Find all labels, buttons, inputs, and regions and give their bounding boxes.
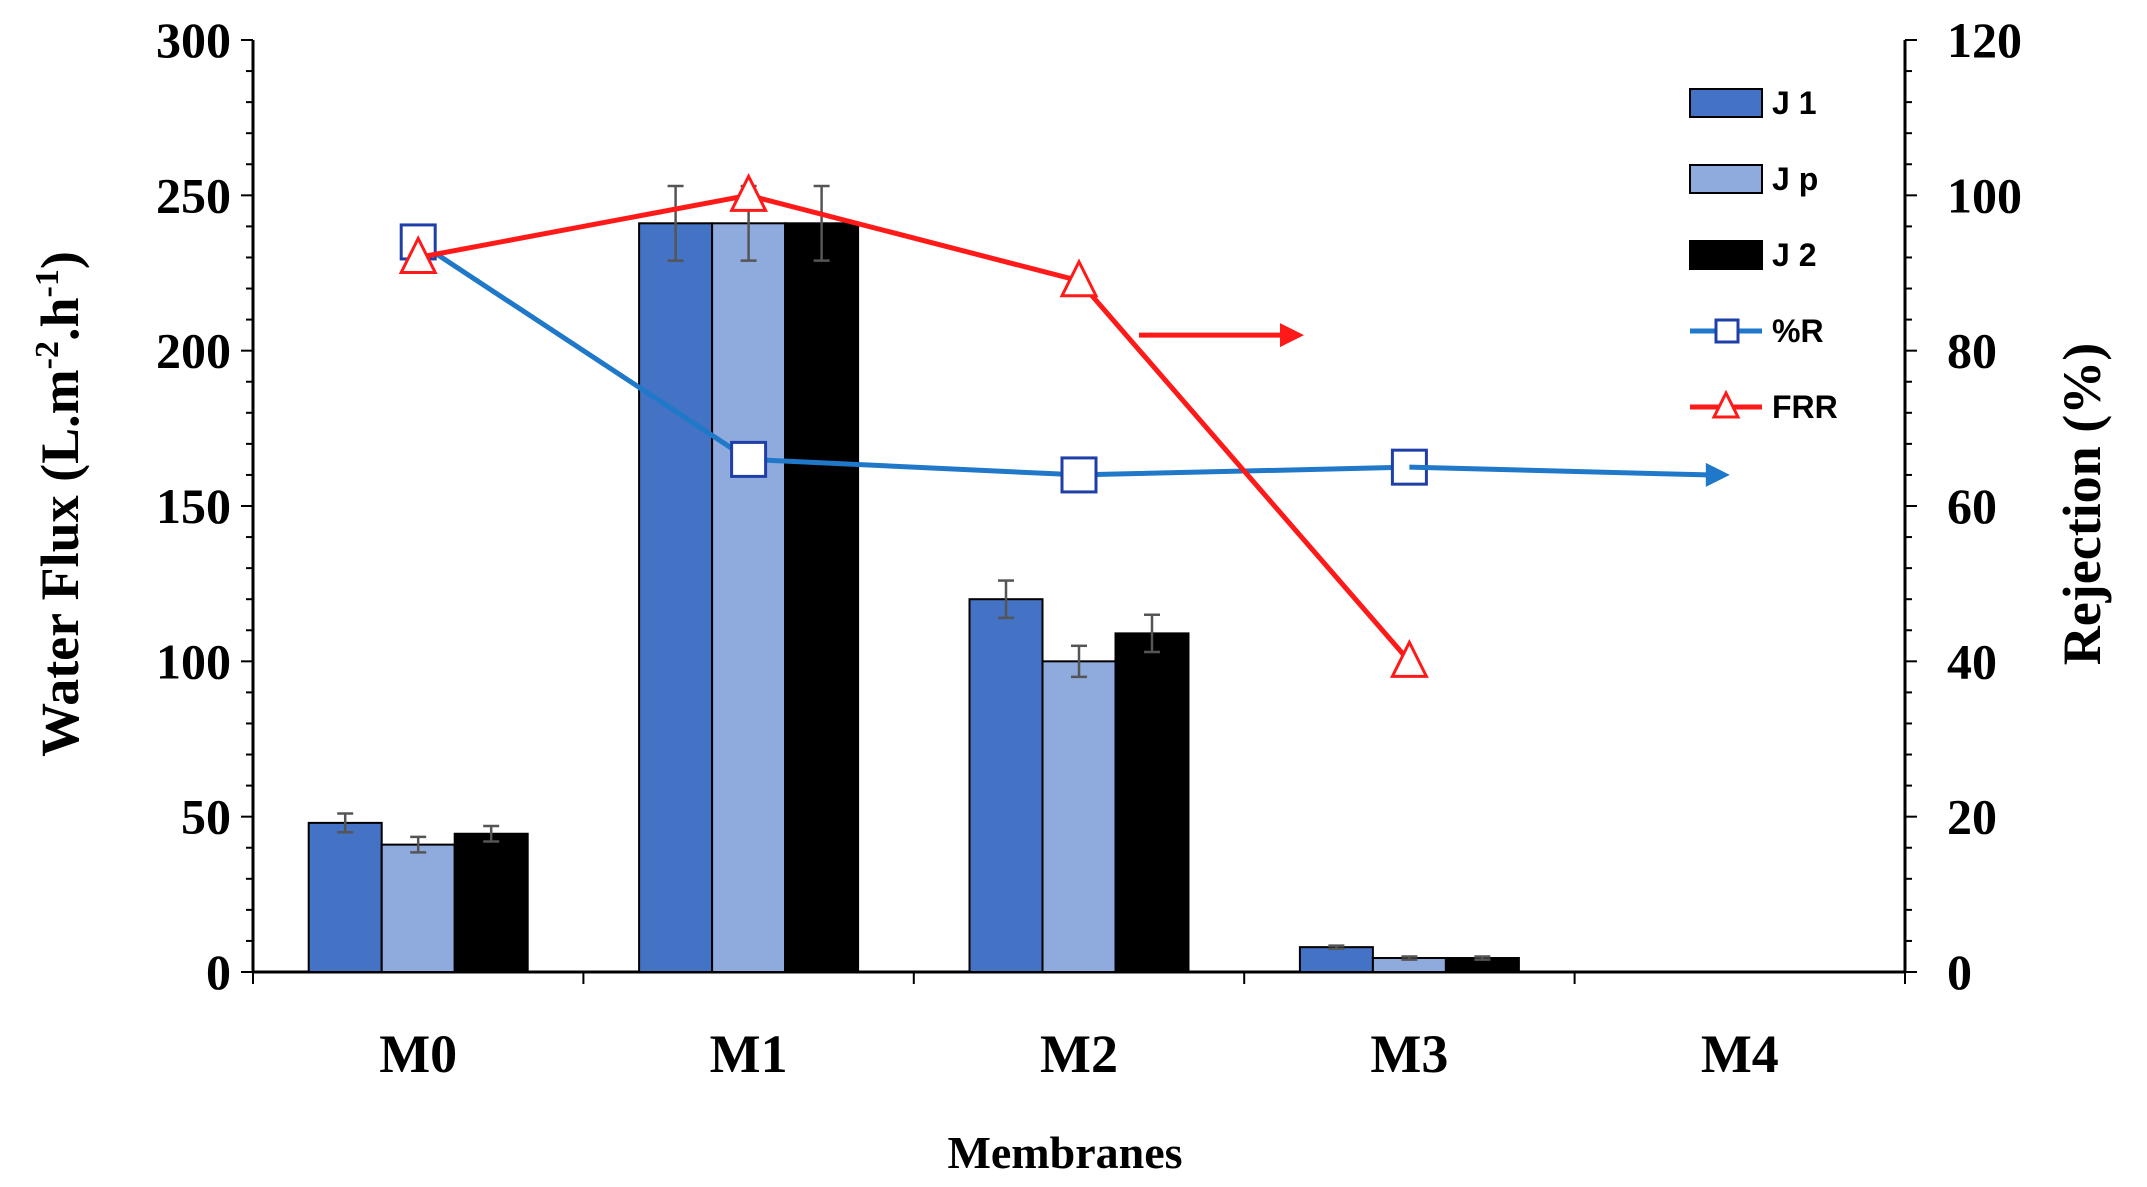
line-frr: [417, 192, 1412, 663]
line-pctr: [416, 239, 1410, 478]
rejection-arrow-head: [1705, 462, 1730, 487]
point-frr: [1059, 258, 1099, 298]
y-right-tick-label: 40: [1947, 633, 1997, 689]
y-left-tick-label: 150: [156, 478, 231, 534]
legend-label: J 2: [1772, 237, 1816, 273]
y-left-tick-label: 250: [156, 167, 231, 223]
y-axis-right-title: Rejection (%): [2052, 343, 2112, 665]
y-axis-left-title: Water Flux (L.m-2.h-1): [29, 251, 90, 757]
x-tick-label: M0: [379, 1024, 457, 1084]
legend-swatch: [1689, 164, 1763, 194]
y-right-tick-label: 80: [1947, 323, 1997, 379]
x-tick-label: M1: [710, 1024, 788, 1084]
x-tick-label: M2: [1040, 1024, 1118, 1084]
y-right-tick-label: 100: [1947, 167, 2022, 223]
y-right-tick-label: 120: [1947, 12, 2022, 68]
y-left-tick-label: 50: [181, 789, 231, 845]
x-tick-label: M3: [1370, 1024, 1448, 1084]
point-frr: [729, 172, 769, 212]
legend-swatch: [1689, 240, 1763, 270]
point-frr: [1389, 638, 1429, 678]
legend-label: %R: [1772, 313, 1824, 349]
y-right-tick-label: 20: [1947, 789, 1997, 845]
x-axis-title: Membranes: [947, 1127, 1182, 1178]
rejection-arrow-line: [1409, 464, 1708, 478]
legend-marker: [1714, 318, 1740, 344]
legend-label: J 1: [1772, 85, 1816, 121]
y-left-tick-label: 0: [206, 944, 231, 1000]
y-right-tick-label: 0: [1947, 944, 1972, 1000]
y-left-tick-label: 300: [156, 12, 231, 68]
bar-j2: [784, 222, 860, 973]
point-pctr: [1060, 456, 1098, 494]
bar-j1: [1298, 946, 1374, 973]
legend-swatch: [1689, 88, 1763, 118]
bar-j2: [1114, 632, 1190, 974]
frr-arrow-head: [1280, 323, 1304, 348]
bar-jp: [711, 222, 787, 973]
error-bar-group: [337, 184, 1491, 961]
point-pctr: [730, 440, 768, 478]
y-left-tick-label: 200: [156, 323, 231, 379]
bar-jp: [380, 843, 456, 973]
bar-j2: [453, 832, 529, 974]
annotation-group: [1139, 323, 1730, 487]
line-group: [398, 172, 1429, 678]
y-left-tick-label: 100: [156, 633, 231, 689]
bar-j1: [638, 222, 714, 973]
legend-label: J p: [1772, 161, 1818, 197]
bar-jp: [1041, 660, 1117, 973]
x-tick-label: M4: [1701, 1024, 1779, 1084]
bar-j1: [968, 598, 1044, 973]
tick-group: 0 50 100 150 200 250 300 0 20 40 60 80 100 120 M0 M1 M2 M…: [156, 12, 2022, 1084]
bar-j1: [307, 821, 383, 973]
legend: J 1 J p J 2 %R FRR: [1689, 85, 1838, 425]
legend-label: FRR: [1772, 389, 1838, 425]
point-frr: [398, 235, 438, 274]
legend-marker: [1711, 389, 1741, 419]
bar-group: [307, 222, 1520, 974]
y-right-tick-label: 60: [1947, 478, 1997, 534]
